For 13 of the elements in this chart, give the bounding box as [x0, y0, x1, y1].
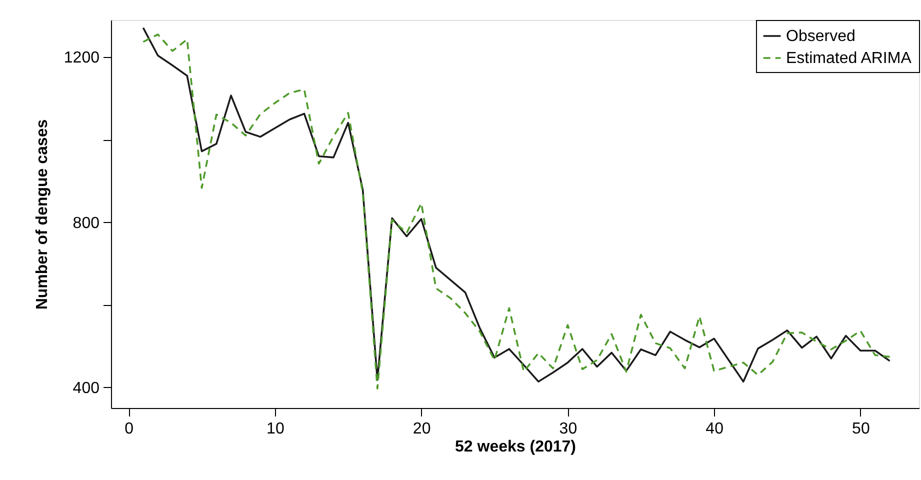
x-tick-label: 50 [852, 420, 870, 438]
x-tick-label: 30 [559, 420, 578, 438]
y-axis-title: Number of dengue cases [34, 119, 51, 310]
y-tick-label: 800 [72, 214, 100, 232]
x-tick-label: 20 [412, 420, 431, 438]
x-tick-label: 0 [124, 420, 134, 438]
y-tick-label: 400 [72, 380, 100, 397]
x-tick-label: 10 [266, 420, 284, 438]
y-tick-label: 1200 [64, 50, 100, 67]
x-axis-title: 52 weeks (2017) [455, 438, 576, 456]
legend-label: Estimated ARIMA [786, 50, 912, 67]
legend-label: Observed [786, 28, 856, 45]
x-tick-label: 40 [706, 420, 724, 438]
